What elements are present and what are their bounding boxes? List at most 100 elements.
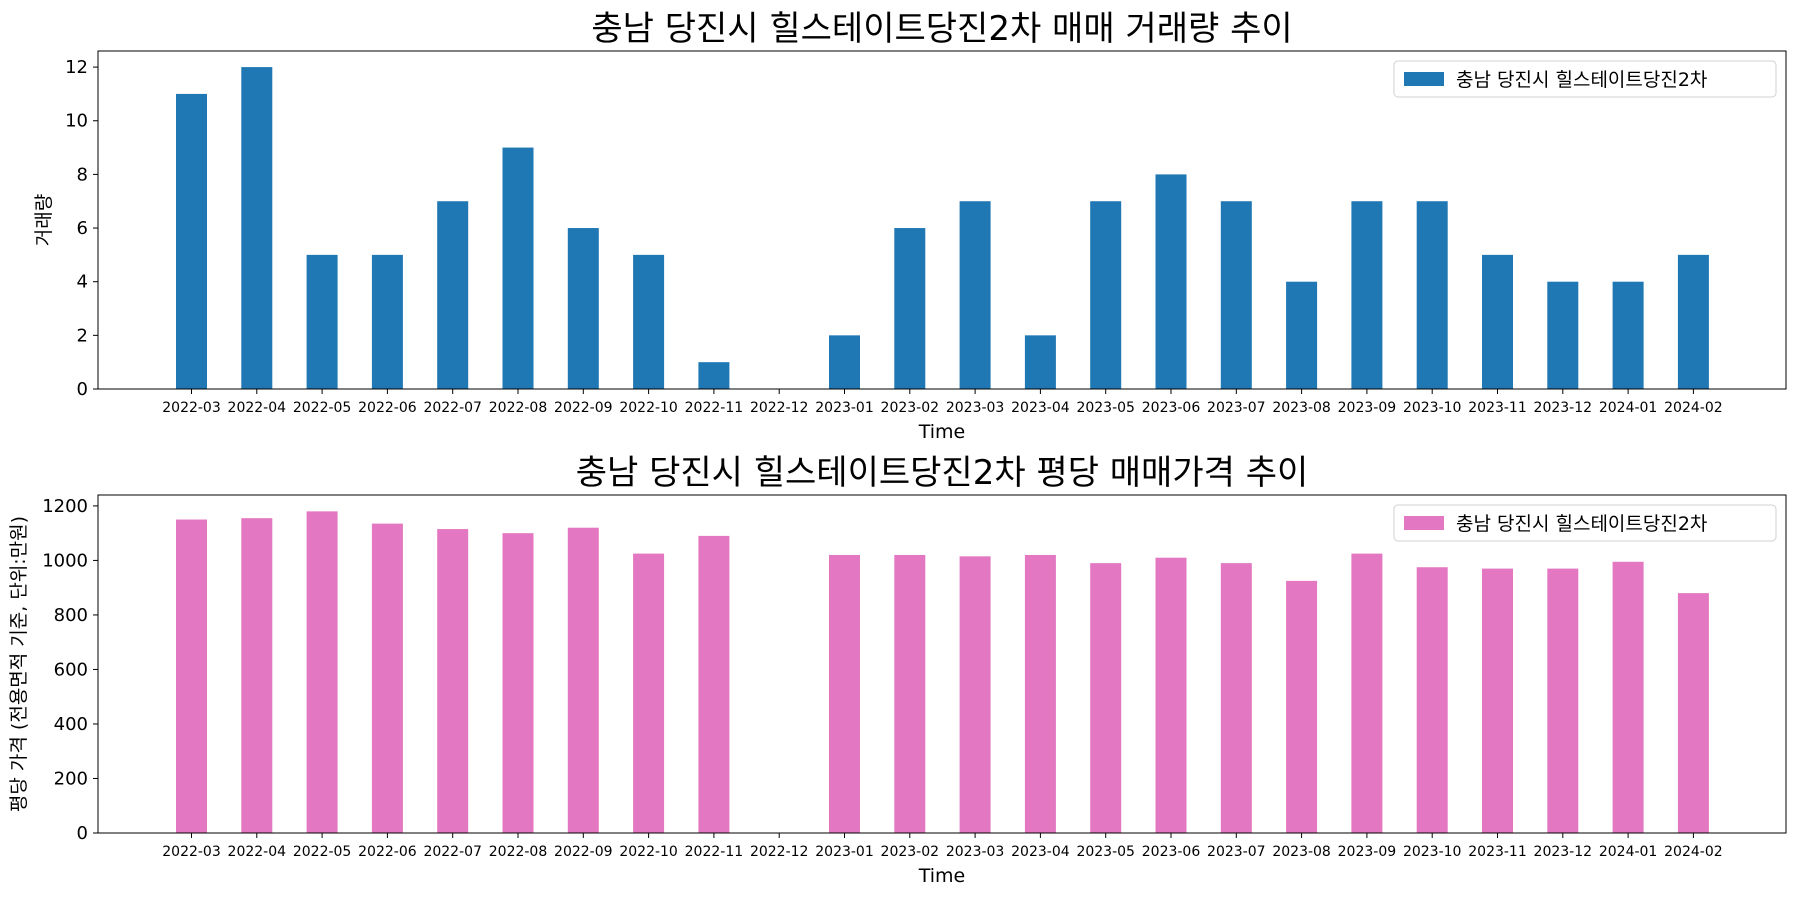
legend-label: 충남 당진시 힐스테이트당진2차 bbox=[1456, 513, 1707, 535]
bar bbox=[1351, 201, 1383, 389]
x-tick-label: 2023-12 bbox=[1534, 400, 1593, 416]
bar bbox=[1220, 563, 1252, 833]
x-tick-label: 2024-01 bbox=[1599, 844, 1658, 860]
x-tick-label: 2022-11 bbox=[685, 844, 744, 860]
x-tick-label: 2022-06 bbox=[358, 844, 417, 860]
x-tick-label: 2023-12 bbox=[1534, 844, 1593, 860]
chart-title: 충남 당진시 힐스테이트당진2차 매매 거래량 추이 bbox=[591, 9, 1292, 49]
x-tick-label: 2022-03 bbox=[162, 400, 221, 416]
chart-title: 충남 당진시 힐스테이트당진2차 평당 매매가격 추이 bbox=[576, 453, 1309, 493]
x-tick-label: 2022-12 bbox=[750, 844, 809, 860]
x-tick-label: 2023-05 bbox=[1076, 844, 1135, 860]
bar bbox=[437, 529, 469, 833]
bar bbox=[306, 254, 338, 389]
bar bbox=[241, 518, 273, 833]
bar bbox=[1155, 174, 1187, 389]
plot-frame bbox=[97, 50, 1787, 390]
x-tick-label: 2023-08 bbox=[1272, 400, 1331, 416]
bar bbox=[1612, 281, 1644, 389]
x-tick-label: 2022-12 bbox=[750, 400, 809, 416]
bar bbox=[1677, 593, 1709, 833]
bar bbox=[1090, 201, 1122, 389]
y-tick-label: 0 bbox=[77, 823, 88, 844]
x-tick-label: 2022-08 bbox=[489, 400, 548, 416]
x-tick-label: 2022-05 bbox=[293, 400, 352, 416]
x-tick-label: 2023-10 bbox=[1403, 400, 1462, 416]
x-tick-label: 2022-10 bbox=[619, 400, 678, 416]
bar bbox=[437, 201, 469, 389]
x-tick-label: 2022-04 bbox=[228, 844, 287, 860]
bar bbox=[306, 511, 338, 833]
price-chart: 충남 당진시 힐스테이트당진2차 평당 매매가격 추이 0 200 400 600 800… bbox=[8, 453, 1787, 887]
bar bbox=[1024, 335, 1056, 389]
legend-swatch bbox=[1404, 72, 1444, 86]
bar bbox=[176, 93, 207, 390]
bar bbox=[371, 254, 403, 389]
bar bbox=[894, 228, 926, 389]
bar bbox=[176, 519, 207, 833]
y-tick-label: 1000 bbox=[42, 550, 88, 571]
x-tick-label: 2022-09 bbox=[554, 400, 613, 416]
x-tick-label: 2022-09 bbox=[554, 844, 613, 860]
bar bbox=[1547, 281, 1579, 389]
bar bbox=[1416, 567, 1448, 833]
legend-box bbox=[1393, 60, 1777, 98]
x-tick-label: 2023-06 bbox=[1142, 844, 1201, 860]
x-axis-label: Time bbox=[918, 865, 966, 887]
bar bbox=[371, 523, 403, 833]
bar bbox=[829, 335, 860, 389]
bar bbox=[1547, 568, 1579, 833]
y-tick-label: 600 bbox=[54, 659, 88, 680]
y-tick-label: 10 bbox=[65, 111, 88, 132]
y-tick-label: 800 bbox=[54, 605, 88, 626]
plot-frame bbox=[97, 494, 1787, 834]
x-tick-label: 2023-06 bbox=[1142, 400, 1201, 416]
y-tick-label: 12 bbox=[65, 57, 88, 78]
bar bbox=[1416, 201, 1448, 389]
bar bbox=[1024, 554, 1056, 833]
x-tick-label: 2023-01 bbox=[815, 844, 874, 860]
x-tick-label: 2023-04 bbox=[1011, 844, 1070, 860]
x-tick-label: 2022-03 bbox=[162, 844, 221, 860]
bar bbox=[502, 147, 534, 389]
x-tick-label: 2023-10 bbox=[1403, 844, 1462, 860]
y-axis-label: 거래량 bbox=[33, 194, 55, 246]
x-tick-label: 2023-02 bbox=[881, 400, 940, 416]
x-tick-label: 2022-05 bbox=[293, 844, 352, 860]
y-tick-label: 0 bbox=[77, 379, 88, 400]
x-tick-label: 2023-11 bbox=[1468, 844, 1527, 860]
bar bbox=[633, 553, 665, 833]
x-tick-label: 2023-08 bbox=[1272, 844, 1331, 860]
x-tick-label: 2024-02 bbox=[1664, 844, 1723, 860]
x-tick-label: 2022-11 bbox=[685, 400, 744, 416]
bar bbox=[698, 535, 730, 833]
x-tick-label: 2023-05 bbox=[1076, 400, 1135, 416]
bar bbox=[567, 527, 599, 833]
x-tick-label: 2023-03 bbox=[946, 844, 1005, 860]
y-tick-label: 400 bbox=[54, 714, 88, 735]
x-tick-label: 2023-02 bbox=[881, 844, 940, 860]
x-tick-label: 2024-01 bbox=[1599, 400, 1658, 416]
x-tick-label: 2023-07 bbox=[1207, 400, 1266, 416]
bar bbox=[1612, 561, 1644, 833]
bar bbox=[1677, 254, 1709, 389]
bar bbox=[1090, 563, 1122, 833]
bar bbox=[698, 362, 730, 389]
y-tick-label: 4 bbox=[77, 272, 88, 293]
bar bbox=[959, 556, 991, 833]
x-tick-label: 2023-11 bbox=[1468, 400, 1527, 416]
y-tick-label: 8 bbox=[77, 164, 88, 185]
x-tick-label: 2023-09 bbox=[1338, 844, 1397, 860]
x-tick-label: 2023-07 bbox=[1207, 844, 1266, 860]
bar bbox=[502, 533, 534, 833]
bar bbox=[1286, 580, 1318, 833]
y-tick-label: 1200 bbox=[42, 496, 88, 517]
bar bbox=[1155, 557, 1187, 833]
bar bbox=[894, 554, 926, 833]
y-tick-label: 200 bbox=[54, 768, 88, 789]
bar bbox=[1286, 281, 1318, 389]
y-axis-label: 평당 가격 (전용면적 기준, 단위:만원) bbox=[8, 516, 30, 812]
x-tick-label: 2022-08 bbox=[489, 844, 548, 860]
x-tick-label: 2023-04 bbox=[1011, 400, 1070, 416]
legend-box bbox=[1393, 504, 1777, 542]
